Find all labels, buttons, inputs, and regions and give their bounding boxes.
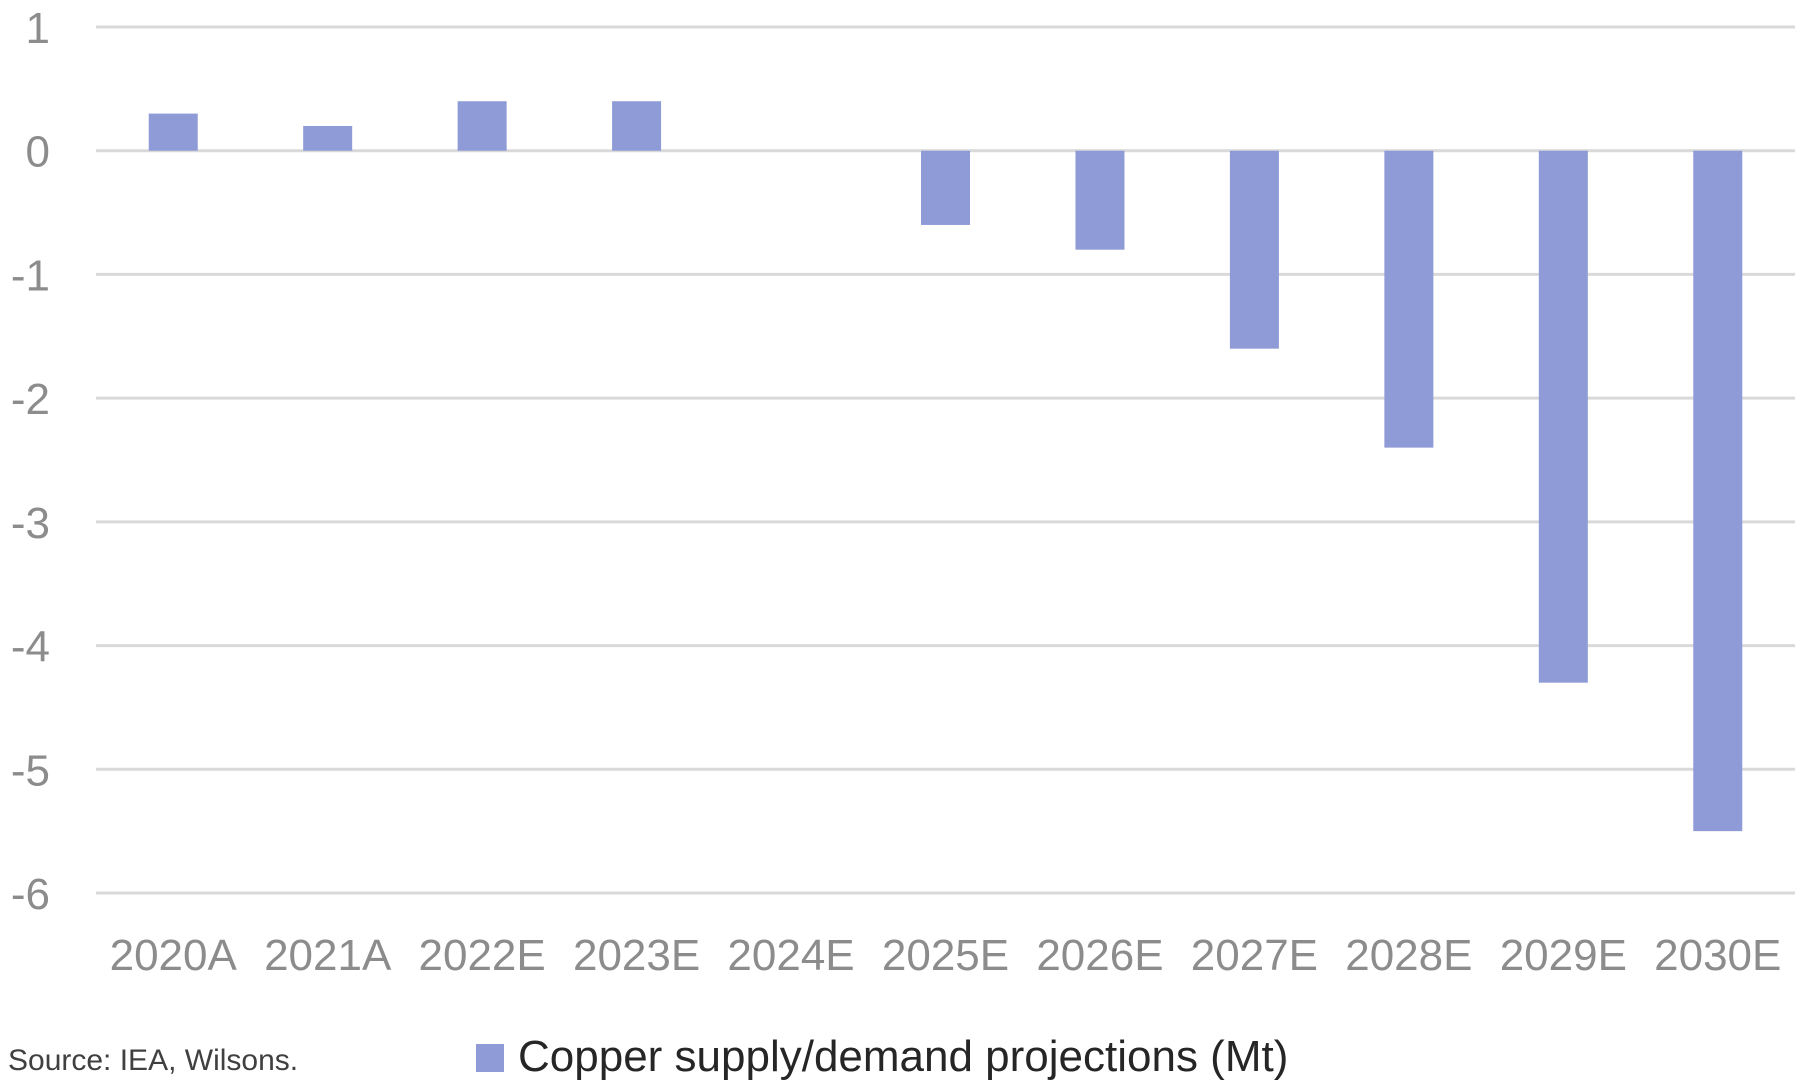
bar-2021A [303, 125, 353, 151]
bar-2020A [148, 113, 198, 151]
source-note: Source: IEA, Wilsons. [8, 1044, 298, 1077]
bar-2027E [1229, 150, 1279, 349]
y-tick-label: -3 [11, 499, 50, 548]
legend: Copper supply/demand projections (Mt) [476, 1032, 1288, 1081]
y-tick-label: -4 [11, 623, 50, 672]
bar-2029E [1538, 150, 1588, 683]
bar-2028E [1384, 150, 1434, 448]
y-axis-tick-labels: 1 0 -1 -2 -3 -4 -5 -6 [11, 4, 50, 919]
x-tick-label: 2022E [419, 931, 546, 980]
bar-2026E [1075, 150, 1125, 250]
y-tick-label: -1 [11, 251, 50, 300]
legend-swatch [476, 1044, 504, 1072]
bar-2022E [457, 101, 507, 151]
y-tick-label: -5 [11, 746, 50, 795]
bars [148, 101, 1743, 832]
y-tick-label: -6 [11, 870, 50, 919]
x-tick-label: 2025E [882, 931, 1009, 980]
x-tick-label: 2024E [727, 931, 854, 980]
y-tick-label: -2 [11, 375, 50, 424]
bar-2030E [1693, 150, 1743, 832]
legend-label: Copper supply/demand projections (Mt) [518, 1032, 1288, 1081]
x-tick-label: 2029E [1500, 931, 1627, 980]
x-tick-label: 2028E [1345, 931, 1472, 980]
bar-2025E [921, 150, 970, 225]
bar-2023E [612, 101, 662, 151]
y-tick-label: 1 [26, 4, 50, 53]
x-tick-label: 2027E [1191, 931, 1318, 980]
y-tick-label: 0 [26, 128, 50, 177]
x-tick-label: 2030E [1654, 931, 1781, 980]
x-tick-label: 2020A [110, 931, 238, 980]
gridlines [96, 25, 1795, 895]
x-tick-label: 2026E [1036, 931, 1163, 980]
x-tick-label: 2023E [573, 931, 700, 980]
x-tick-label: 2021A [264, 931, 392, 980]
x-axis-tick-labels: 2020A 2021A 2022E 2023E 2024E 2025E 2026E 2027E… [110, 931, 1782, 980]
